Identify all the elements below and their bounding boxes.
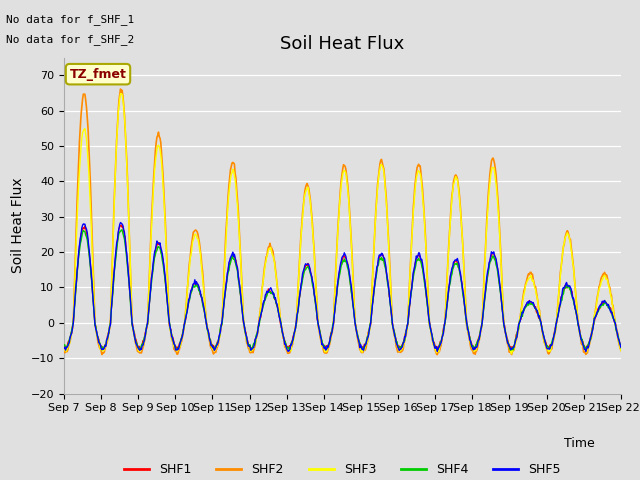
Title: Soil Heat Flux: Soil Heat Flux <box>280 35 404 53</box>
Text: TZ_fmet: TZ_fmet <box>70 68 127 81</box>
Text: No data for f_SHF_2: No data for f_SHF_2 <box>6 34 134 45</box>
Text: No data for f_SHF_1: No data for f_SHF_1 <box>6 14 134 25</box>
Legend: SHF1, SHF2, SHF3, SHF4, SHF5: SHF1, SHF2, SHF3, SHF4, SHF5 <box>119 458 566 480</box>
Text: Time: Time <box>564 437 595 450</box>
Y-axis label: Soil Heat Flux: Soil Heat Flux <box>12 178 25 274</box>
